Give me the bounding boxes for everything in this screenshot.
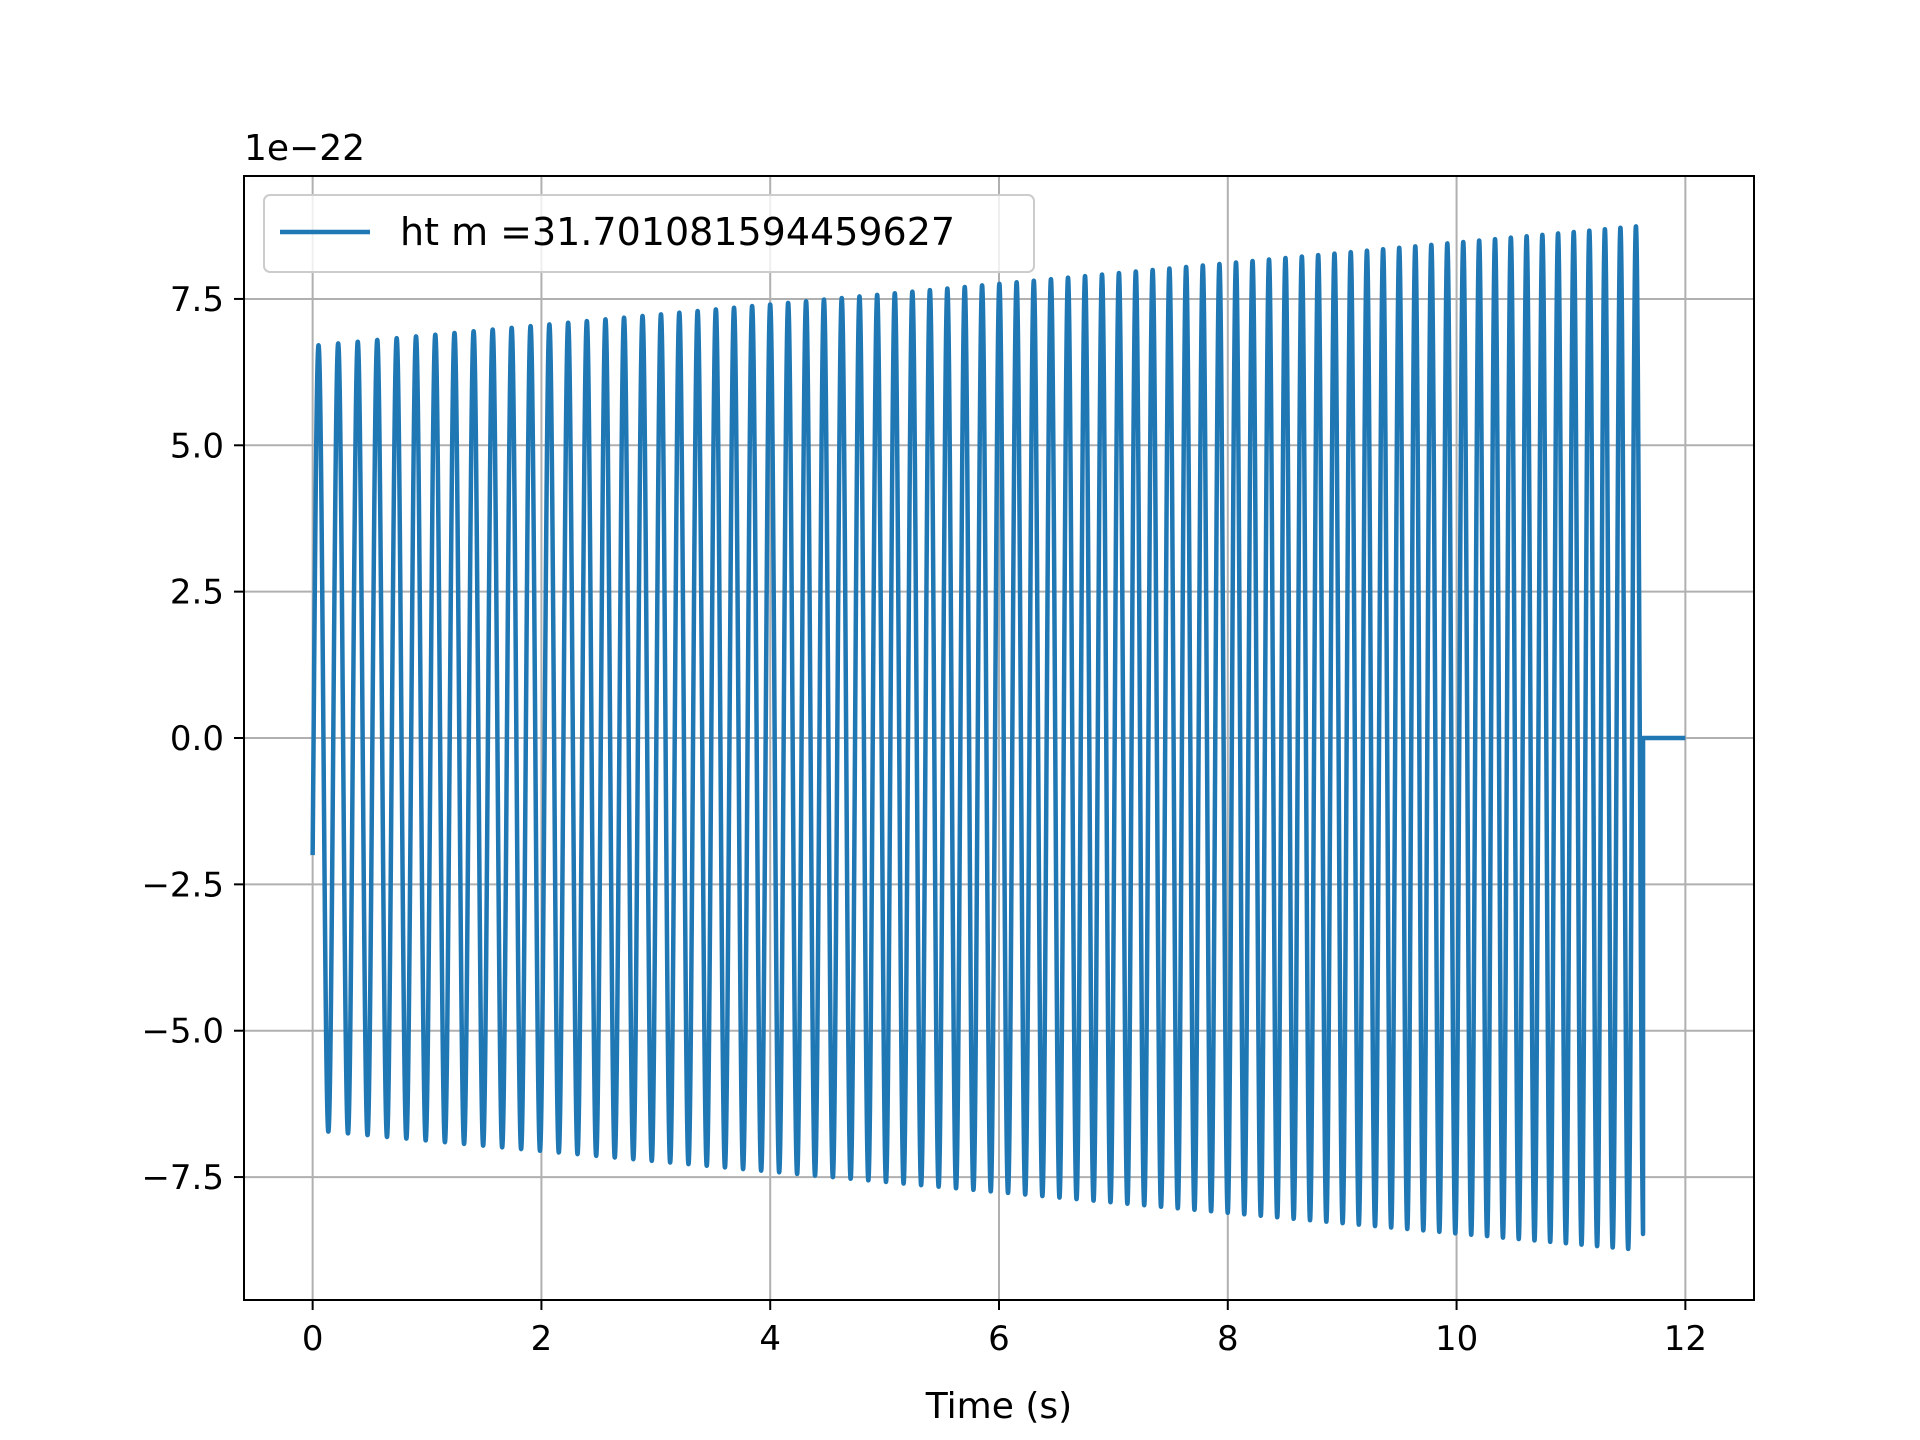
series-layer: [310, 224, 1686, 1252]
legend-box: [263, 194, 1035, 273]
legend-label: ht m =31.701081594459627: [400, 210, 955, 254]
y-tick-label: 7.5: [170, 280, 224, 320]
x-tick-label: 10: [1435, 1319, 1478, 1359]
y-offset-label: 1e−22: [244, 128, 365, 169]
x-tick-label: 6: [988, 1319, 1010, 1359]
x-tick-label: 8: [1217, 1319, 1239, 1359]
x-tick-label: 0: [302, 1319, 324, 1359]
y-tick-label: 2.5: [170, 573, 224, 613]
y-tick-label: 0.0: [170, 719, 224, 759]
x-axis-label: Time (s): [925, 1386, 1072, 1427]
y-tick-label: −7.5: [141, 1158, 224, 1198]
ticks: 0 2 4 6 8 10 12 −7.5 −5.0 −2.5 0.0 2.5 5.0 7.5: [141, 280, 1707, 1359]
y-tick-label: −2.5: [141, 865, 224, 905]
x-tick-label: 4: [759, 1319, 781, 1359]
y-tick-label: −5.0: [141, 1012, 224, 1052]
y-tick-label: 5.0: [170, 426, 224, 466]
x-tick-label: 12: [1664, 1319, 1707, 1359]
x-tick-label: 2: [531, 1319, 553, 1359]
series-line: [310, 224, 1686, 1252]
legend: ht m =31.701081594459627: [263, 194, 1035, 273]
